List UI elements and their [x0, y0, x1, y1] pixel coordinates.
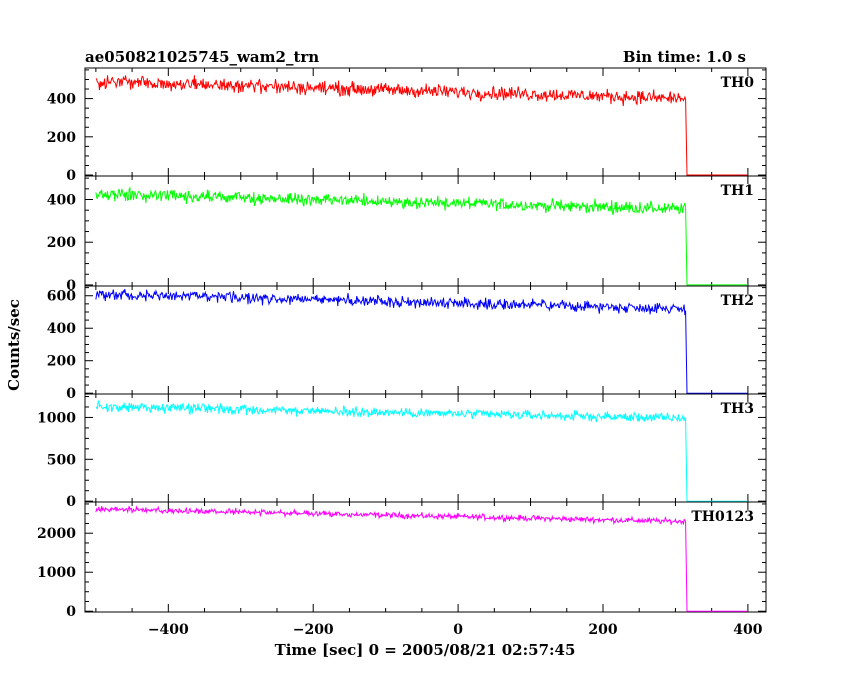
panel-th0: 0 200 400 TH0 — [47, 67, 767, 184]
y-tick-label: 200 — [47, 235, 76, 251]
series-label: TH0 — [721, 75, 755, 91]
y-tick-label: 200 — [47, 130, 76, 146]
panel-th0123: 0 1000 2000 TH0123 — [37, 501, 767, 620]
y-tick-label: 0 — [66, 386, 76, 402]
y-tick-label: 400 — [47, 192, 76, 208]
panel-frame — [84, 67, 767, 177]
x-axis-label: Time [sec] 0 = 2005/08/21 02:57:45 — [275, 641, 576, 659]
y-tick-label: 500 — [47, 452, 76, 468]
panel-frame — [84, 393, 767, 503]
panel-frame — [84, 175, 767, 287]
chart-title: ae050821025745_wam2_trn — [85, 48, 319, 66]
y-tick-label: 400 — [47, 321, 76, 337]
x-tick-label: 0 — [453, 622, 463, 638]
series-line — [95, 75, 748, 176]
x-tick-label: −400 — [148, 622, 189, 638]
series-label: TH2 — [721, 293, 754, 309]
series-line — [95, 288, 748, 394]
y-tick-label: 2000 — [37, 526, 76, 542]
series-label: TH1 — [721, 183, 754, 199]
y-tick-label: 1000 — [37, 410, 76, 426]
panel-th3: 0 500 1000 TH3 — [37, 393, 767, 510]
series-label: TH3 — [721, 401, 754, 417]
series-line — [95, 400, 748, 502]
y-axis-label: Counts/sec — [5, 299, 23, 391]
x-tick-label: −200 — [293, 622, 334, 638]
series-line — [95, 186, 748, 286]
series-line — [95, 505, 748, 612]
panel-frame — [84, 501, 767, 613]
x-tick-label: 200 — [588, 622, 617, 638]
y-tick-label: 0 — [66, 604, 76, 620]
series-label: TH0123 — [691, 509, 754, 525]
y-tick-label: 0 — [66, 278, 76, 294]
panel-th2: 0 200 400 600 TH2 — [47, 285, 767, 402]
x-tick-label: 400 — [733, 622, 762, 638]
y-tick-label: 1000 — [37, 565, 76, 581]
y-tick-label: 0 — [66, 168, 76, 184]
bin-time-label: Bin time: 1.0 s — [623, 48, 746, 66]
panel-th1: 0 200 400 TH1 — [47, 175, 767, 294]
y-tick-label: 400 — [47, 92, 76, 108]
y-tick-label: 600 — [47, 289, 76, 305]
y-tick-label: 200 — [47, 354, 76, 370]
y-tick-label: 0 — [66, 494, 76, 510]
